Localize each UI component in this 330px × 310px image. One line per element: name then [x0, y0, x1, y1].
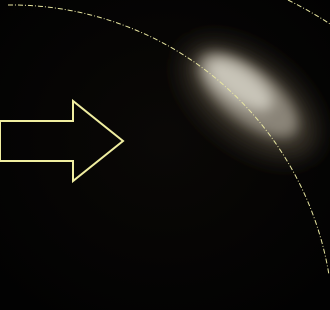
screenshot — [0, 0, 330, 310]
